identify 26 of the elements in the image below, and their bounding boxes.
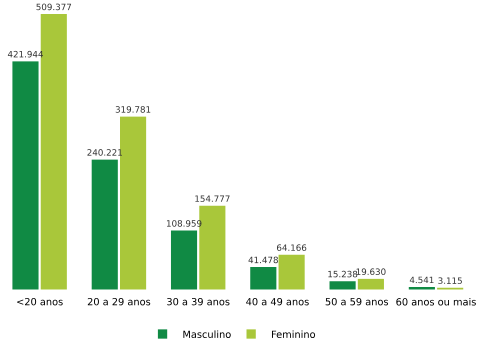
- data-label: 509.377: [36, 4, 72, 10]
- data-label: 15.238: [328, 270, 358, 278]
- x-tick-label: <20 anos: [17, 298, 63, 306]
- bar: [358, 278, 384, 290]
- bar: [330, 281, 356, 290]
- legend-label: Feminino: [272, 330, 316, 338]
- x-tick-label: 40 a 49 anos: [246, 298, 309, 306]
- data-label: 154.777: [195, 196, 230, 202]
- x-tick-label: 30 a 39 anos: [167, 298, 230, 306]
- x-tick-label: 60 anos ou mais: [396, 298, 476, 306]
- data-label: 41.478: [248, 256, 278, 264]
- data-label: 3.115: [438, 277, 462, 284]
- data-label: 19.630: [356, 268, 386, 276]
- data-label: 319.781: [116, 106, 150, 113]
- bar: [12, 61, 39, 290]
- bar: [408, 287, 435, 290]
- x-tick-label: 50 a 59 anos: [326, 298, 388, 306]
- bar: [250, 267, 276, 290]
- x-tick-label: 20 a 29 anos: [88, 298, 150, 306]
- data-label: 4.541: [410, 276, 434, 284]
- bar: [120, 116, 146, 290]
- bar: [170, 230, 198, 290]
- data-label: 64.166: [276, 244, 306, 251]
- bar: [92, 160, 118, 290]
- bar: [278, 254, 305, 290]
- legend-label: Masculino: [183, 330, 231, 338]
